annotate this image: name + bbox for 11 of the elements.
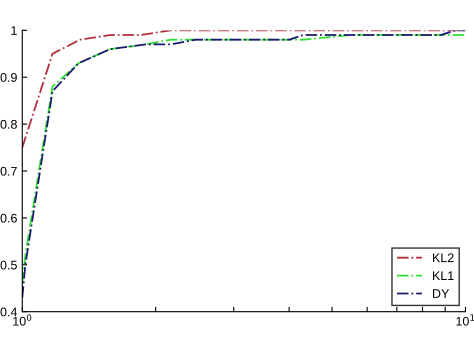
y-tick-label: 1 <box>11 26 17 35</box>
y-tick-label: 0.6 <box>0 214 17 223</box>
legend-label: KL1 <box>433 271 454 280</box>
y-tick-label: 0.7 <box>0 166 17 176</box>
y-tick-label: 0.9 <box>0 73 17 82</box>
y-tick-label: 0.4 <box>0 308 18 316</box>
y-tick-label: 0.8 <box>0 120 17 129</box>
x-tick-label: 10$^{1}$ <box>456 314 474 326</box>
y-tick-label: 0.5 <box>0 260 17 270</box>
legend-label: DY <box>433 289 450 298</box>
legend-label: KL2 <box>433 253 454 262</box>
